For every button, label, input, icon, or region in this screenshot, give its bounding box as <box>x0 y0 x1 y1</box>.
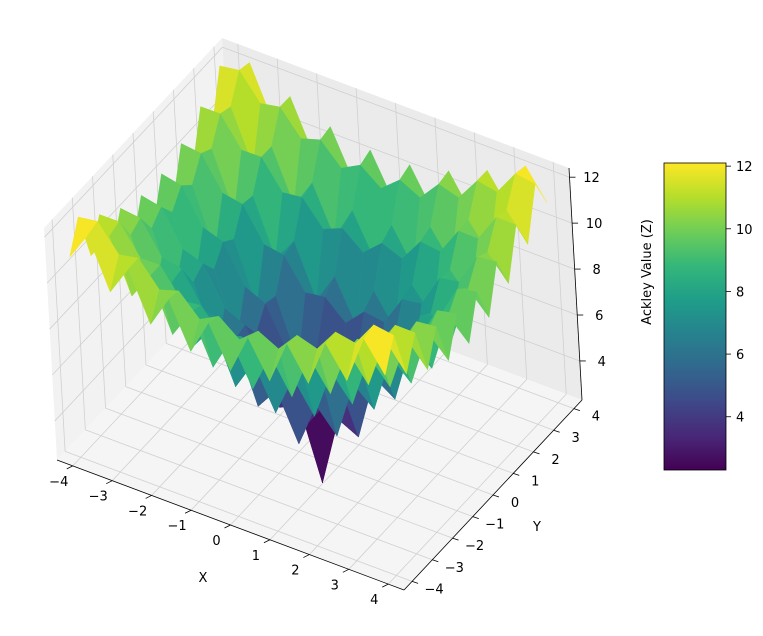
y-tick-mark <box>533 451 540 455</box>
z-tick-label: 4 <box>598 355 606 370</box>
x-tick-label: 2 <box>291 564 299 579</box>
colorbar-tick-label: 6 <box>736 348 744 363</box>
y-tick-mark <box>492 494 500 498</box>
x-tick-mark <box>342 568 349 573</box>
grid-line-z <box>222 46 570 178</box>
colorbar-tick-label: 8 <box>736 285 744 300</box>
x-axis-label: X <box>199 571 208 586</box>
y-tick-mark <box>411 580 419 584</box>
grid-line-y <box>85 429 433 561</box>
y-tick-label: 4 <box>592 410 600 425</box>
y-tick-label: −3 <box>445 561 464 576</box>
y-tick-mark <box>513 473 520 476</box>
surface-mesh <box>69 62 548 483</box>
y-tick-label: 1 <box>531 474 539 489</box>
colorbar-gradient <box>663 162 727 471</box>
x-tick-mark <box>303 554 310 558</box>
x-tick-label: 4 <box>370 593 378 608</box>
colorbar-tick-label: 4 <box>736 411 744 426</box>
y-tick-mark <box>472 516 479 519</box>
y-tick-mark <box>452 537 459 541</box>
colorbar: 4 6 8 10 12 <box>663 160 753 471</box>
x-tick-label: −2 <box>128 504 147 519</box>
x-tick-label: −3 <box>89 490 108 505</box>
y-axis-label: Y <box>532 520 541 535</box>
z-tick-label: 6 <box>595 309 603 324</box>
z-tick-label: 8 <box>593 263 601 278</box>
colorbar-tick-label: 12 <box>736 160 753 175</box>
colorbar-label: Ackley Value (Z) <box>640 219 655 325</box>
grid-line-y <box>125 386 473 517</box>
x-tick-label: 1 <box>252 549 260 564</box>
y-tick-mark <box>573 408 581 412</box>
y-tick-label: 0 <box>511 496 519 511</box>
y-tick-label: −1 <box>485 518 504 533</box>
x-tick-label: 0 <box>212 534 220 549</box>
x-tick-mark <box>224 524 231 529</box>
x-tick-mark <box>382 583 389 588</box>
y-tick-mark <box>553 429 560 433</box>
grid-line-z <box>44 46 223 238</box>
y-tick-label: −4 <box>425 582 444 597</box>
grid-line-y <box>64 450 413 582</box>
x-tick-label: 3 <box>331 578 339 593</box>
x-tick-mark <box>263 539 271 544</box>
x-tick-mark <box>145 495 152 499</box>
colorbar-ticks: 4 6 8 10 12 <box>726 160 753 426</box>
z-tick-label: 12 <box>583 171 600 186</box>
grid-line-z <box>46 92 226 284</box>
x-tick-label: −1 <box>167 519 186 534</box>
x-tick-label: −4 <box>49 475 68 490</box>
y-tick-label: 3 <box>572 431 580 446</box>
x-tick-mark <box>184 509 192 514</box>
y-tick-label: 2 <box>551 453 559 468</box>
x-tick-mark <box>66 465 73 470</box>
y-tick-label: −2 <box>465 539 484 554</box>
x-tick-mark <box>106 480 113 485</box>
grid-line-y <box>105 407 453 539</box>
y-tick-mark <box>432 559 439 563</box>
surface-patch <box>363 324 394 376</box>
z-tick-label: 10 <box>586 217 603 232</box>
colorbar-tick-label: 10 <box>736 223 753 238</box>
